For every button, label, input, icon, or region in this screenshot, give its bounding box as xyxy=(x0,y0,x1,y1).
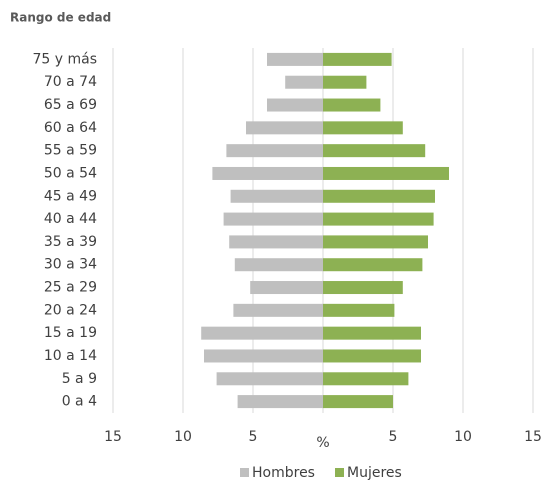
bar xyxy=(230,189,323,203)
bar xyxy=(323,303,395,317)
y-tick-label: 25 a 29 xyxy=(44,280,97,296)
x-tick-label: 15 xyxy=(524,429,542,445)
bar xyxy=(226,144,323,158)
bar xyxy=(323,121,403,135)
x-axis-label: % xyxy=(316,435,329,451)
y-tick-label: 60 a 64 xyxy=(44,120,97,136)
x-tick-label: 10 xyxy=(454,429,472,445)
y-tick-label: 75 y más xyxy=(32,51,97,67)
bar xyxy=(323,281,403,295)
legend-label: Mujeres xyxy=(347,465,402,481)
bar xyxy=(285,75,323,89)
bar xyxy=(267,52,323,66)
y-tick-label: 35 a 39 xyxy=(44,234,97,250)
y-tick-label: 30 a 34 xyxy=(44,257,97,273)
legend-swatch xyxy=(240,468,249,477)
bar xyxy=(323,349,421,363)
bar xyxy=(323,98,381,112)
bar xyxy=(323,166,449,180)
bar xyxy=(323,212,434,226)
bar xyxy=(204,349,323,363)
bar xyxy=(233,303,323,317)
bar xyxy=(323,75,367,89)
y-tick-label: 65 a 69 xyxy=(44,97,97,113)
y-tick-label: 40 a 44 xyxy=(44,211,97,227)
bar xyxy=(323,189,435,203)
bar xyxy=(323,144,426,158)
chart-title: Rango de edad xyxy=(10,11,111,25)
bar xyxy=(234,258,323,272)
y-tick-label: 10 a 14 xyxy=(44,348,97,364)
y-tick-label: 50 a 54 xyxy=(44,165,97,181)
y-tick-label: 0 a 4 xyxy=(62,394,97,410)
bar xyxy=(246,121,323,135)
x-tick-label: 5 xyxy=(389,429,398,445)
y-tick-label: 15 a 19 xyxy=(44,325,97,341)
y-tick-label: 45 a 49 xyxy=(44,188,97,204)
bar xyxy=(237,395,323,409)
bar xyxy=(229,235,323,249)
bar xyxy=(250,281,323,295)
y-tick-label: 70 a 74 xyxy=(44,74,97,90)
bar xyxy=(323,326,421,340)
x-tick-label: 10 xyxy=(174,429,192,445)
bar xyxy=(323,258,423,272)
bar xyxy=(323,52,392,66)
y-tick-label: 55 a 59 xyxy=(44,143,97,159)
bar xyxy=(201,326,323,340)
x-tick-label: 15 xyxy=(104,429,122,445)
bar xyxy=(267,98,323,112)
bar xyxy=(212,166,323,180)
legend-label: Hombres xyxy=(252,465,315,481)
y-tick-label: 5 a 9 xyxy=(62,371,97,387)
legend-swatch xyxy=(335,468,344,477)
y-tick-label: 20 a 24 xyxy=(44,302,97,318)
x-tick-label: 5 xyxy=(249,429,258,445)
bar xyxy=(323,372,409,386)
bar xyxy=(223,212,323,226)
bar xyxy=(216,372,323,386)
bar xyxy=(323,395,393,409)
bar xyxy=(323,235,428,249)
